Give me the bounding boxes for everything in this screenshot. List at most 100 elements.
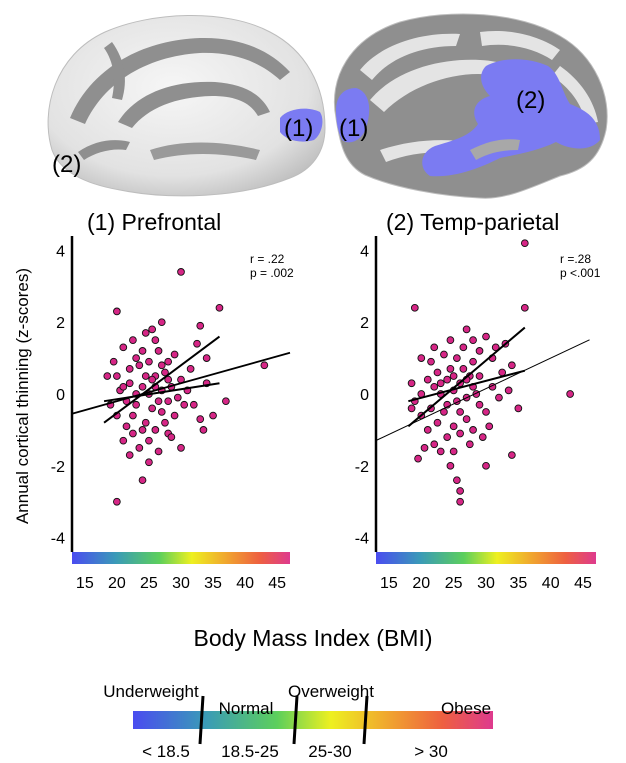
data-point-temp-parietal xyxy=(447,462,454,469)
data-point-prefrontal xyxy=(142,419,149,426)
data-point-temp-parietal xyxy=(431,441,438,448)
x-tick-label-temp-parietal: 45 xyxy=(574,575,592,592)
data-point-prefrontal xyxy=(155,398,162,405)
data-point-temp-parietal xyxy=(418,355,425,362)
chart-title-prefrontal: (1) Prefrontal xyxy=(87,209,221,235)
x-tick-label-prefrontal: 25 xyxy=(140,575,158,592)
data-point-prefrontal xyxy=(133,355,140,362)
y-tick-label-prefrontal: 4 xyxy=(56,243,65,260)
data-point-temp-parietal xyxy=(457,430,464,437)
data-point-temp-parietal xyxy=(447,365,454,372)
legend-range-obese: > 30 xyxy=(414,742,448,761)
lateral-label-1: (1) xyxy=(339,115,368,142)
data-point-prefrontal xyxy=(200,427,207,434)
data-point-prefrontal xyxy=(113,498,120,505)
legend-range-underweight: < 18.5 xyxy=(142,742,190,761)
data-points-temp-parietal xyxy=(408,240,573,505)
data-point-prefrontal xyxy=(152,427,159,434)
y-tick-label-prefrontal: 0 xyxy=(56,387,65,404)
data-point-prefrontal xyxy=(130,337,137,344)
legend-gradient-bar xyxy=(133,711,493,729)
data-point-prefrontal xyxy=(139,477,146,484)
data-point-prefrontal xyxy=(113,373,120,380)
x-tick-labels-prefrontal: 15 20 25 30 35 40 45 xyxy=(76,575,286,592)
chart-stat-p-prefrontal: p = .002 xyxy=(250,266,294,280)
data-point-temp-parietal xyxy=(431,344,438,351)
chart-panel-prefrontal: (1) Prefrontal r = .22 p = .002 -4-2024 … xyxy=(51,209,294,592)
legend-name-underweight: Underweight xyxy=(103,682,199,701)
data-point-prefrontal xyxy=(216,304,223,311)
data-point-temp-parietal xyxy=(424,376,431,383)
data-point-temp-parietal xyxy=(508,362,515,369)
chart-panel-temp-parietal: (2) Temp-parietal r =.28 p <.001 -4 -2 0 2 4… xyxy=(355,209,601,592)
data-point-temp-parietal xyxy=(483,333,490,340)
chart-title-temp-parietal: (2) Temp-parietal xyxy=(386,209,559,235)
y-tick-label-temp-parietal: -2 xyxy=(355,459,369,476)
data-point-temp-parietal xyxy=(408,405,415,412)
data-point-temp-parietal xyxy=(460,344,467,351)
y-axis-label: Annual cortical thinning (z-scores) xyxy=(13,268,32,524)
data-point-prefrontal xyxy=(152,337,159,344)
data-point-prefrontal xyxy=(168,434,175,441)
data-point-temp-parietal xyxy=(457,409,464,416)
data-point-temp-parietal xyxy=(470,427,477,434)
y-tick-label-temp-parietal: 0 xyxy=(360,387,369,404)
data-point-prefrontal xyxy=(136,362,143,369)
data-point-temp-parietal xyxy=(521,304,528,311)
data-point-prefrontal xyxy=(190,401,197,408)
data-point-prefrontal xyxy=(162,419,169,426)
x-tick-label-prefrontal: 45 xyxy=(268,575,286,592)
data-point-prefrontal xyxy=(158,362,165,369)
chart-stat-r-prefrontal: r = .22 xyxy=(250,252,285,266)
data-point-temp-parietal xyxy=(450,423,457,430)
data-point-prefrontal xyxy=(139,427,146,434)
x-tick-label-temp-parietal: 40 xyxy=(542,575,560,592)
data-point-prefrontal xyxy=(133,401,140,408)
data-point-prefrontal xyxy=(181,401,188,408)
medial-label-1: (1) xyxy=(284,115,313,142)
bmi-category-legend: Underweight Normal Overweight Obese < 18… xyxy=(103,682,493,761)
data-point-temp-parietal xyxy=(476,348,483,355)
data-point-prefrontal xyxy=(146,437,153,444)
data-point-temp-parietal xyxy=(479,434,486,441)
data-point-prefrontal xyxy=(139,383,146,390)
data-point-temp-parietal xyxy=(515,405,522,412)
data-point-prefrontal xyxy=(126,365,133,372)
bmi-colorbar-prefrontal xyxy=(72,552,290,564)
legend-name-normal: Normal xyxy=(219,699,274,718)
data-point-prefrontal xyxy=(155,348,162,355)
legend-name-obese: Obese xyxy=(441,699,491,718)
y-tick-labels-prefrontal: -4 -2 0 2 4 xyxy=(51,243,65,547)
data-point-prefrontal xyxy=(113,308,120,315)
bmi-colorbar-temp-parietal xyxy=(376,552,596,564)
chart-stat-r-temp-parietal: r =.28 xyxy=(560,252,591,266)
data-point-prefrontal xyxy=(149,405,156,412)
data-point-temp-parietal xyxy=(415,455,422,462)
data-point-prefrontal xyxy=(155,448,162,455)
data-point-prefrontal xyxy=(174,394,181,401)
data-point-prefrontal xyxy=(126,380,133,387)
legend-divider-2 xyxy=(294,696,297,744)
lateral-label-2: (2) xyxy=(516,87,545,114)
data-point-prefrontal xyxy=(104,373,111,380)
data-point-temp-parietal xyxy=(470,358,477,365)
legend-name-overweight: Overweight xyxy=(288,682,374,701)
data-point-temp-parietal xyxy=(463,416,470,423)
data-point-temp-parietal xyxy=(499,369,506,376)
x-tick-label-prefrontal: 15 xyxy=(76,575,94,592)
data-point-temp-parietal xyxy=(486,423,493,430)
data-point-prefrontal xyxy=(187,365,194,372)
y-tick-label-temp-parietal: 2 xyxy=(360,315,369,332)
chart-stat-p-temp-parietal: p <.001 xyxy=(560,266,601,280)
x-tick-label-temp-parietal: 20 xyxy=(412,575,430,592)
data-point-temp-parietal xyxy=(466,441,473,448)
legend-divider-3 xyxy=(364,696,367,744)
data-point-temp-parietal xyxy=(424,427,431,434)
data-point-temp-parietal xyxy=(431,383,438,390)
x-tick-label-prefrontal: 20 xyxy=(108,575,126,592)
data-point-prefrontal xyxy=(146,459,153,466)
legend-range-normal: 18.5-25 xyxy=(221,742,279,761)
x-tick-label-prefrontal: 40 xyxy=(236,575,254,592)
data-point-prefrontal xyxy=(123,423,130,430)
